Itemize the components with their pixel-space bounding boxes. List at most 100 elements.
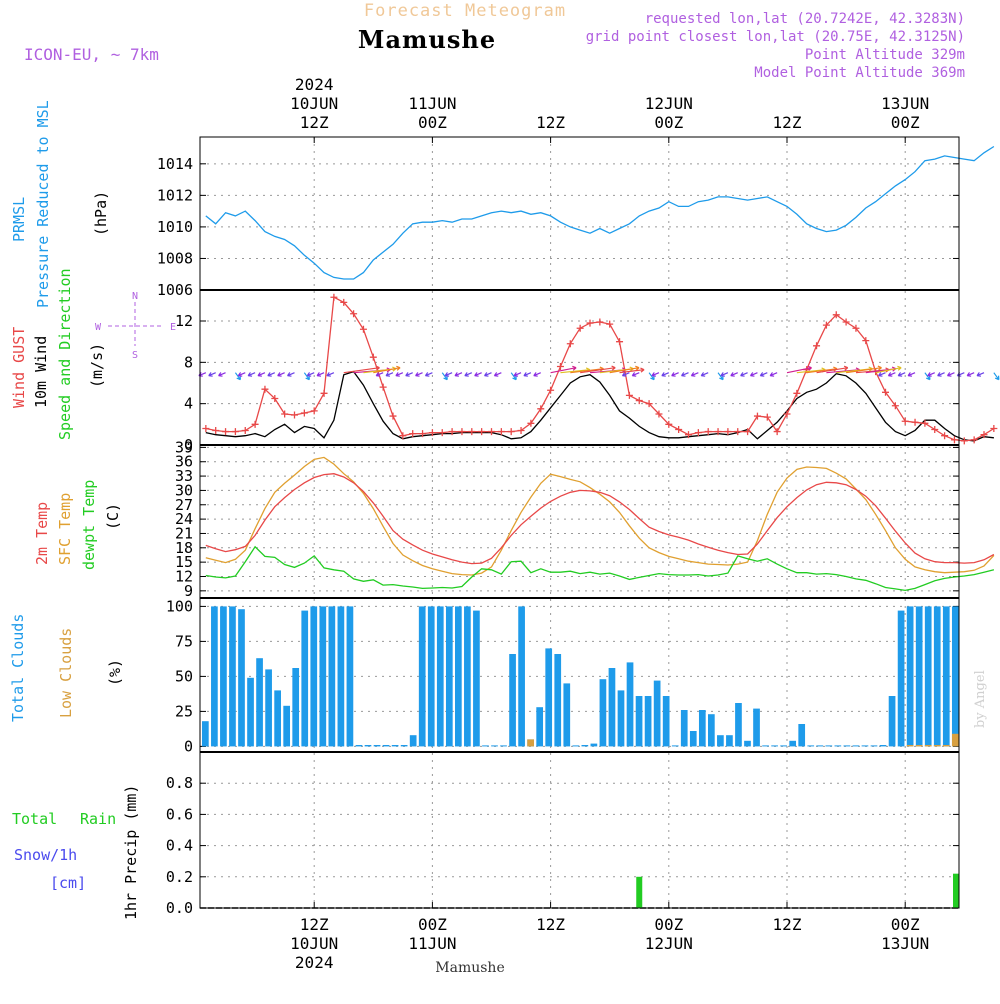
gust-marker [941, 432, 949, 440]
total-cloud-bar [861, 745, 869, 747]
top-time-label: 00Z [418, 113, 447, 132]
total-cloud-bar [789, 740, 797, 747]
wind-direction-arrow [493, 372, 502, 377]
total-cloud-bar [735, 703, 742, 747]
top-time-label: 12Z [300, 113, 329, 132]
total-cloud-bar [400, 745, 408, 747]
total-cloud-bar [834, 745, 842, 747]
total-cloud-bar [202, 721, 209, 747]
wind-direction-arrow [720, 372, 729, 377]
total-cloud-bar [464, 606, 471, 747]
wind-direction-arrow [424, 372, 433, 377]
label-sfc-temp: SFC Temp [56, 493, 74, 565]
product-title: Forecast Meteogram [364, 1, 566, 21]
top-time-label: 00Z [891, 113, 920, 132]
gust-marker [763, 413, 771, 421]
gust-marker [744, 428, 752, 436]
total-cloud-bar [238, 609, 245, 747]
label-hpa: (hPa) [92, 191, 110, 236]
total-cloud-bar [951, 606, 959, 747]
y-tick-label: 9 [184, 582, 193, 600]
label-total-clouds: Total Clouds [9, 614, 27, 722]
total-cloud-bar [689, 731, 697, 747]
total-cloud-bar [653, 680, 661, 747]
total-cloud-bar [852, 745, 860, 747]
total-cloud-bar [870, 745, 878, 747]
total-cloud-bar [581, 745, 589, 747]
top-time-label: 12Z [773, 113, 802, 132]
location-title: Mamushe [358, 25, 496, 54]
wind-direction-arrow [740, 372, 748, 377]
low-cloud-bar [933, 745, 941, 747]
top-time-label: 12Z [536, 113, 565, 132]
total-cloud-bar [671, 745, 679, 747]
y-tick-label: 24 [175, 510, 193, 528]
bottom-time-label: 12Z [773, 915, 802, 934]
wind-direction-arrow [343, 365, 380, 374]
total-cloud-bar [346, 606, 354, 747]
compass-n: N [132, 291, 138, 302]
total-cloud-bar [391, 745, 399, 747]
gust-marker [783, 410, 791, 418]
total-cloud-bar [599, 679, 607, 747]
gust-marker [665, 420, 673, 428]
gust-marker [714, 428, 722, 436]
total-cloud-bar [726, 735, 733, 747]
y-tick-label: 1008 [157, 249, 193, 267]
wind-direction-arrow [897, 372, 906, 377]
wind-10m-line [205, 370, 994, 442]
y-tick-label: 1014 [157, 155, 193, 173]
gust-marker [537, 405, 545, 413]
gust-marker [685, 431, 692, 439]
requested-coords: requested lon,lat (20.7242E, 42.3283N) [645, 11, 965, 27]
gust-marker [625, 391, 633, 399]
wind-direction-arrow [690, 372, 699, 377]
total-cloud-bar [373, 745, 381, 747]
wind-direction-arrow [887, 372, 896, 377]
y-tick-label: 50 [175, 667, 193, 685]
pressure-labels: PRMSL Pressure Reduced to MSL (hPa) [10, 100, 110, 308]
gust-marker [635, 397, 643, 405]
gust-marker [428, 429, 436, 437]
gust-marker [389, 412, 397, 420]
label-10m-wind: 10m Wind [32, 336, 50, 408]
wind-labels: Wind GUST 10m Wind Speed and Direction (… [10, 268, 176, 440]
gust-marker [527, 419, 535, 427]
top-time-label: 12JUN [645, 94, 693, 113]
y-tick-label: 1010 [157, 218, 193, 236]
wind-direction-arrow [907, 372, 916, 377]
gust-marker [862, 337, 870, 345]
total-cloud-bar [301, 610, 309, 747]
gust-marker [448, 428, 456, 436]
gust-marker [576, 324, 584, 332]
label-dewpt-temp: dewpt Temp [80, 480, 98, 570]
total-cloud-bar [933, 606, 941, 747]
wind-direction-arrow [619, 367, 645, 374]
y-tick-label: 18 [175, 539, 193, 557]
gust-marker [990, 424, 998, 432]
wind-direction-arrow [609, 365, 640, 374]
gust-marker [586, 319, 594, 327]
wind-direction-arrow [956, 372, 965, 377]
y-tick-label: 0.0 [166, 899, 193, 917]
pressure-panel: 1006 1008 1010 1012 1014 [157, 145, 995, 299]
y-tick-label: 0 [184, 436, 193, 454]
total-cloud-bar [563, 683, 571, 747]
bottom-time-label: 13JUN [881, 934, 929, 953]
bottom-time-label: 12Z [300, 915, 329, 934]
y-tick-label: 100 [166, 597, 193, 615]
total-cloud-bar [626, 662, 634, 747]
total-cloud-bar [319, 606, 327, 747]
total-cloud-bar [906, 606, 914, 747]
gust-marker [497, 428, 505, 436]
wind-direction-arrow [946, 372, 955, 377]
total-cloud-bar [816, 745, 824, 747]
y-tick-label: 33 [175, 467, 193, 485]
y-tick-label: 30 [175, 481, 193, 499]
top-time-label: 11JUN [408, 94, 456, 113]
grid-point-coords: grid point closest lon,lat (20.75E, 42.3… [586, 29, 965, 45]
top-time-label: 2024 [295, 75, 334, 94]
rain-bar [636, 876, 643, 908]
gust-marker [704, 428, 712, 436]
